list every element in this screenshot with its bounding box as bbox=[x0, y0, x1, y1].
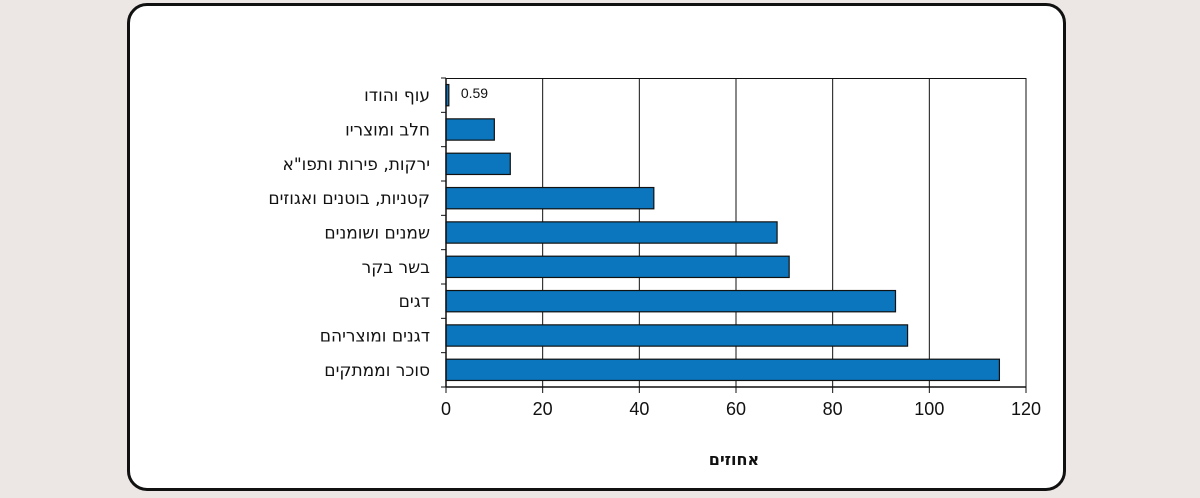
category-label-4: שמנים ושומנים bbox=[324, 224, 430, 244]
bar-6 bbox=[445, 289, 897, 313]
category-label-7: דגנים ומוצריהם bbox=[320, 327, 430, 347]
bar-3 bbox=[445, 186, 655, 210]
data-label-0: 0.59 bbox=[461, 85, 488, 101]
x-axis-title: אחוזים bbox=[709, 450, 759, 469]
category-label-8: סוכר וממתקים bbox=[324, 361, 430, 381]
bar-4 bbox=[445, 221, 778, 244]
x-tick-label-100: 100 bbox=[914, 399, 944, 419]
x-tick-label-40: 40 bbox=[629, 399, 649, 419]
category-label-1: חלב ומוצריו bbox=[345, 121, 430, 141]
category-label-3: קטניות, בוטנים ואגוזים bbox=[268, 189, 430, 209]
category-label-2: ירקות, פירות ותפו"א bbox=[282, 155, 430, 175]
bar-7 bbox=[445, 324, 909, 347]
x-tick-label-0: 0 bbox=[441, 399, 451, 419]
bar-1 bbox=[445, 118, 495, 141]
x-tick-label-20: 20 bbox=[533, 399, 553, 419]
bar-2 bbox=[445, 152, 511, 176]
x-tick-label-120: 120 bbox=[1011, 399, 1041, 419]
category-label-0: עוף והודו bbox=[364, 86, 430, 106]
x-tick-label-80: 80 bbox=[823, 399, 843, 419]
bar-5 bbox=[445, 255, 790, 279]
bar-8 bbox=[445, 358, 1001, 382]
category-label-5: בשר בקר bbox=[362, 258, 431, 278]
x-tick-label-60: 60 bbox=[726, 399, 746, 419]
category-label-6: דגים bbox=[399, 292, 430, 312]
